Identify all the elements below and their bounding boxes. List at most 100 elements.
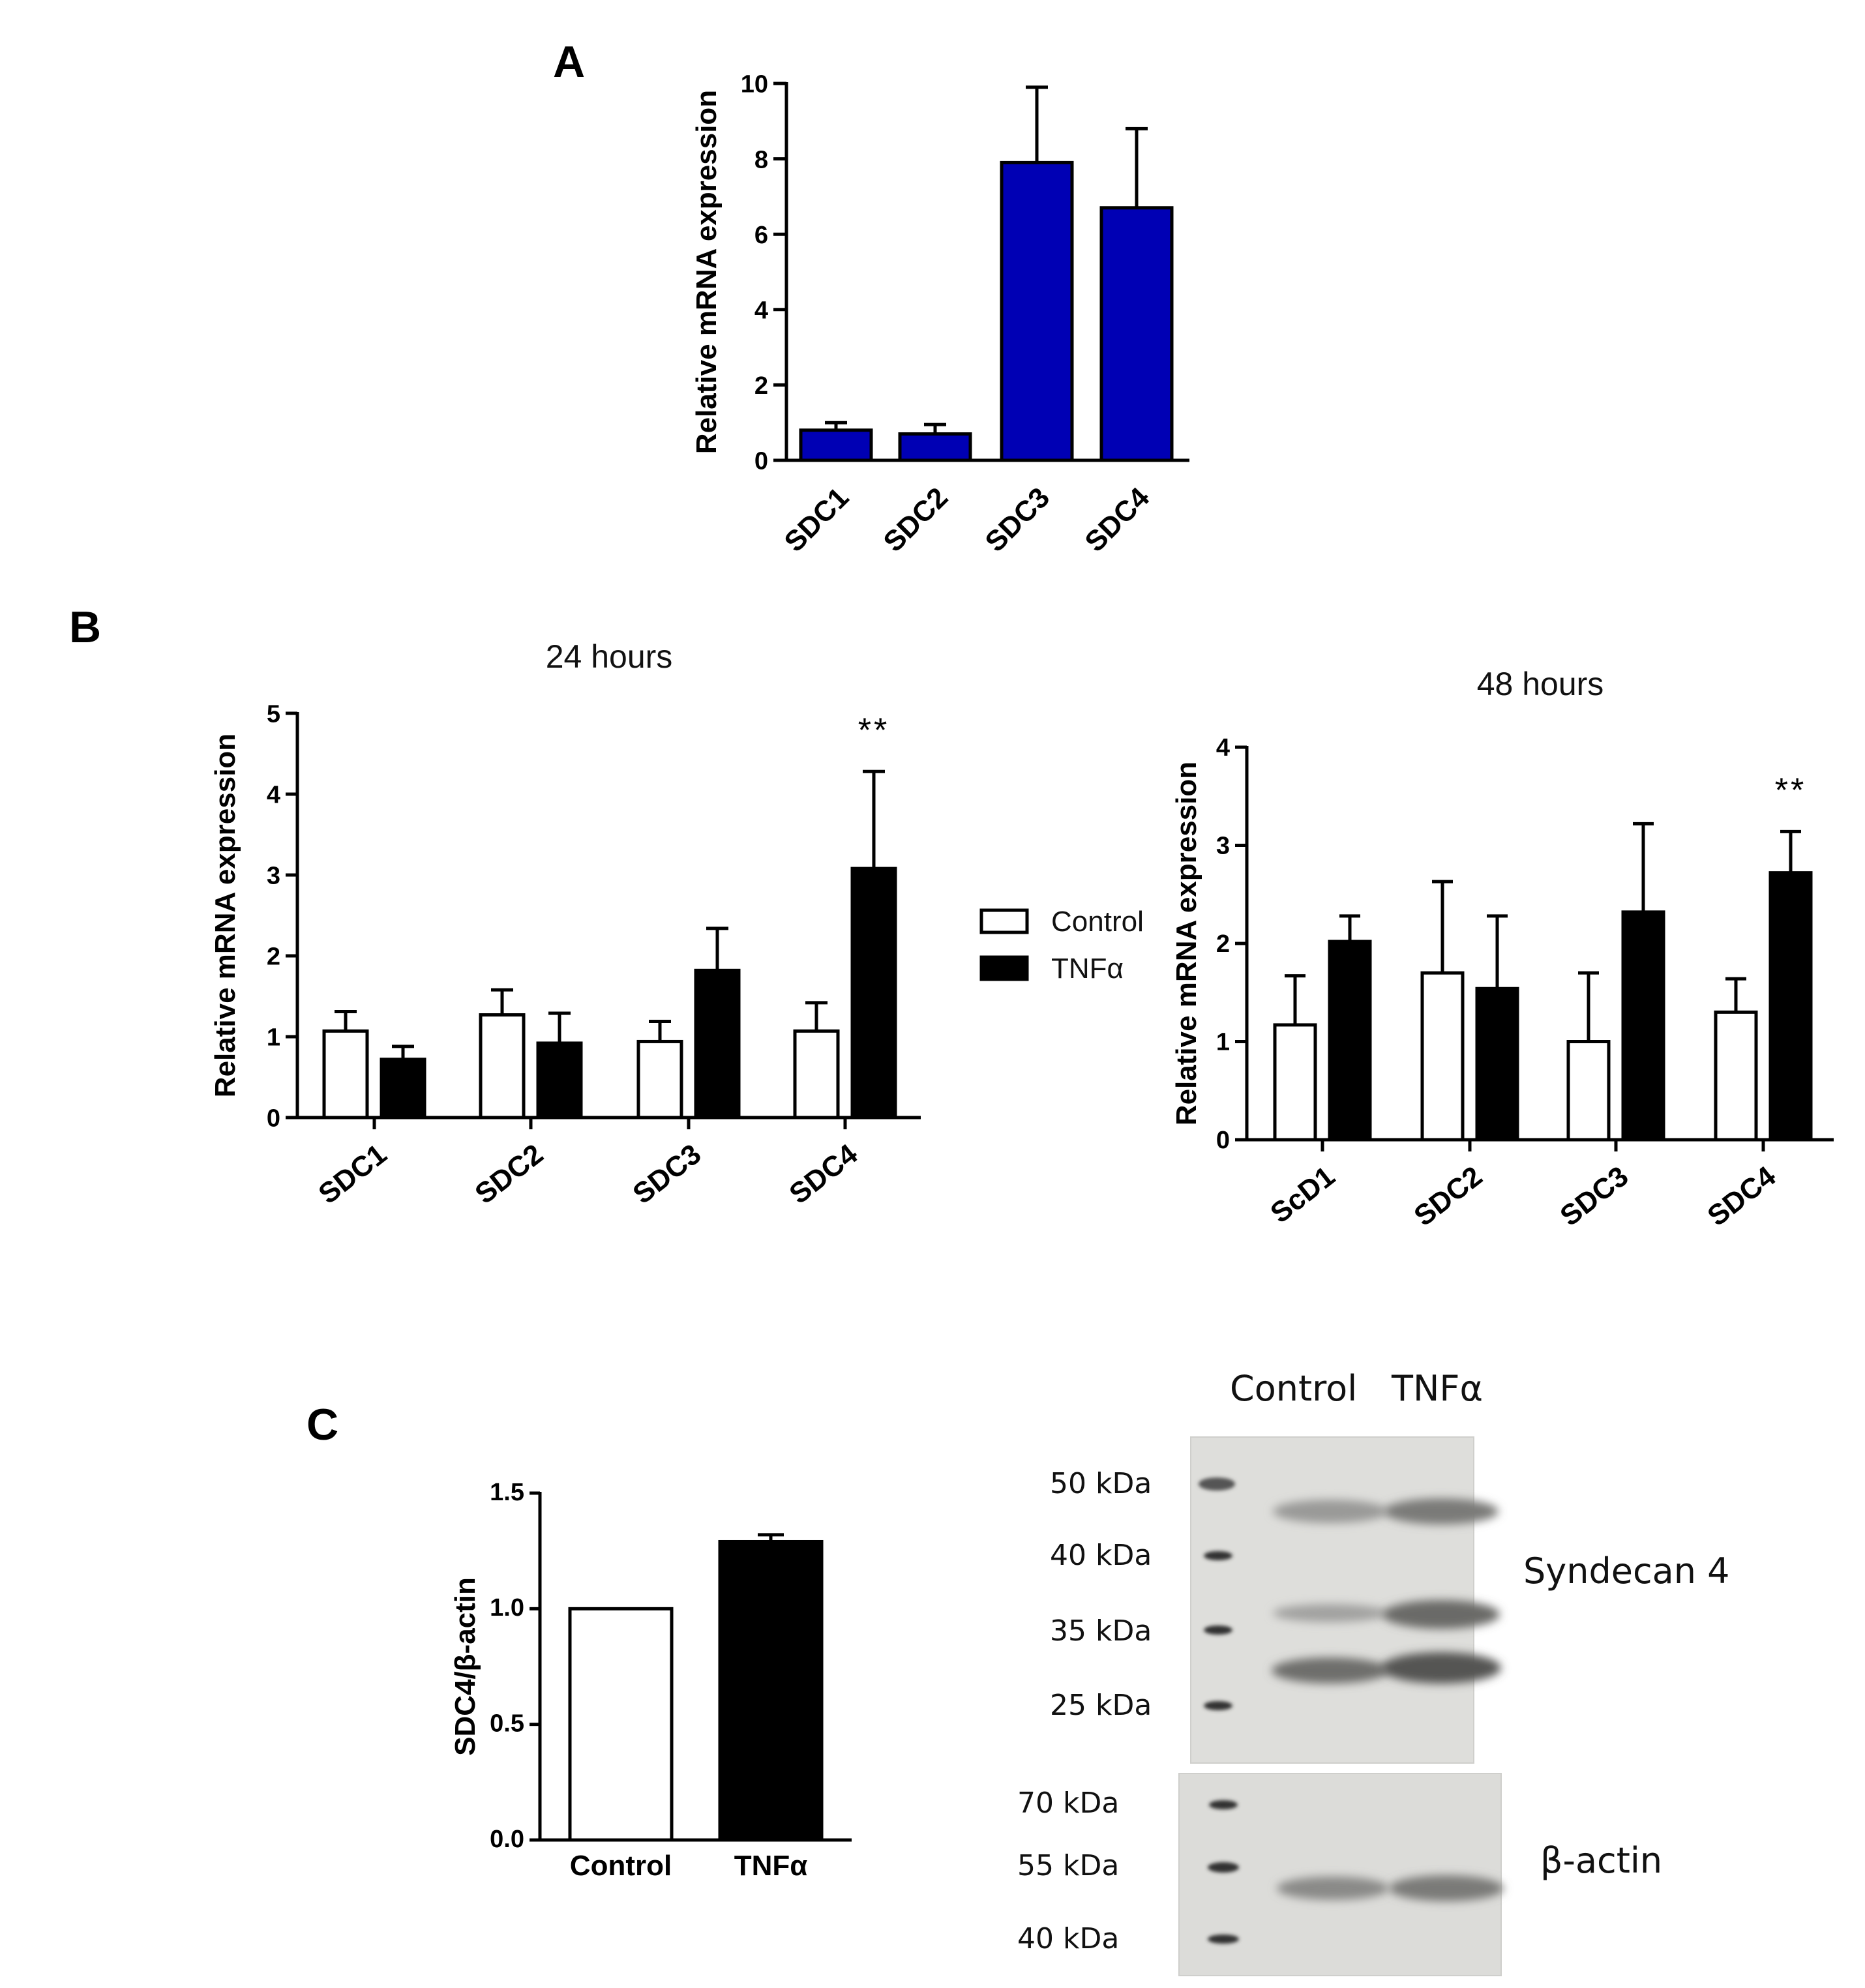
x-tick-label-sdc4: SDC4	[783, 1138, 863, 1210]
bar-control-scd1	[1273, 1023, 1317, 1142]
bar-tnfa-sdc1	[380, 1058, 426, 1120]
y-tick-label: 3	[267, 863, 280, 890]
ladder-band	[1209, 1800, 1238, 1809]
bar-sdc4-actin-tnfa	[718, 1539, 824, 1842]
band-tnfa-middle	[1382, 1600, 1500, 1629]
ladder-band	[1204, 1701, 1232, 1710]
band-control-upper	[1273, 1500, 1388, 1523]
band-tnfa-lower	[1381, 1652, 1501, 1684]
y-tick-label: 3	[1216, 832, 1230, 859]
x-tick-label-sdc3: SDC3	[979, 481, 1056, 558]
y-tick-label: 4	[267, 782, 280, 809]
y-tick-label: 8	[754, 146, 768, 173]
y-tick-label: 10	[741, 71, 768, 98]
bar-control-sdc3	[1566, 1040, 1611, 1142]
significance-annotation: **	[858, 711, 889, 749]
y-axis-title: SDC4/β-actin	[449, 1577, 481, 1756]
marker-50kda: 50 kDa	[1050, 1467, 1152, 1500]
y-tick-label: 0.5	[490, 1710, 524, 1737]
ladder-band	[1199, 1477, 1235, 1491]
y-tick-label: 5	[267, 701, 280, 728]
bar-tnfa-sdc4	[850, 867, 897, 1120]
legend: Control TNFα	[979, 906, 1144, 985]
blot-name-syndecan4: Syndecan 4	[1523, 1550, 1730, 1592]
y-tick-label: 4	[1216, 734, 1230, 762]
y-axis-title: Relative mRNA expression	[691, 90, 723, 454]
blot-lane-label-tnfa: TNFα	[1391, 1368, 1483, 1409]
legend-label-tnfa: TNFα	[1051, 953, 1124, 985]
y-tick-label: 2	[754, 372, 768, 400]
x-tick-label-sdc1: SDC1	[312, 1138, 393, 1210]
chart-c: 0.0 0.5 1.0 1.5 SDC4/β-actin Control TNFα	[449, 1479, 852, 1882]
blot-lane-label-control: Control	[1230, 1368, 1357, 1409]
bar-tnfa-sdc4	[1768, 871, 1813, 1142]
x-tick-label-tnfa: TNFα	[734, 1850, 808, 1882]
blot-membrane-beta-actin	[1178, 1773, 1504, 1976]
panel-label-a: A	[553, 37, 585, 87]
bar-control-sdc3	[636, 1039, 683, 1120]
bar-expression-sdc4	[1099, 206, 1174, 462]
y-tick-label: 6	[754, 222, 768, 249]
band-control-lower	[1272, 1657, 1389, 1684]
bar-sdc4-actin-control	[568, 1607, 674, 1842]
y-tick-label: 0	[754, 448, 768, 475]
bar-expression-sdc1	[799, 428, 873, 462]
y-tick-label: 0	[267, 1105, 280, 1133]
marker-40kda-upper: 40 kDa	[1050, 1539, 1152, 1572]
marker-70kda: 70 kDa	[1017, 1787, 1119, 1820]
bar-tnfa-sdc3	[1621, 910, 1665, 1142]
chart-title: 24 hours	[546, 638, 673, 675]
significance-annotation: **	[1775, 771, 1806, 809]
band-control-middle	[1273, 1604, 1388, 1622]
x-tick-label-sdc4: SDC4	[1701, 1160, 1782, 1232]
bar-expression-sdc2	[898, 432, 972, 462]
y-tick-label: 1.0	[490, 1594, 524, 1622]
chart-b-24-hours: 0 1 2 3 4 5 Relative mRNA expression 24 hours SD…	[209, 638, 921, 1210]
bar-tnfa-scd1	[1328, 940, 1372, 1142]
bar-control-sdc4	[1714, 1010, 1758, 1142]
x-tick-label-scd1: ScD1	[1264, 1160, 1341, 1229]
bar-control-sdc4	[793, 1029, 840, 1120]
western-blot: Control TNFα 50 kDa 40 kDa 35 kDa 25 kDa…	[1017, 1368, 1730, 1976]
y-tick-label: 2	[1216, 930, 1230, 958]
bar-tnfa-sdc3	[694, 968, 741, 1120]
ladder-band	[1208, 1862, 1239, 1873]
x-tick-label-sdc2: SDC2	[469, 1138, 549, 1210]
marker-35kda: 35 kDa	[1050, 1614, 1152, 1648]
x-tick-label-sdc3: SDC3	[627, 1138, 707, 1210]
legend-swatch-control	[979, 908, 1029, 934]
bar-tnfa-sdc2	[536, 1041, 583, 1120]
y-tick-label: 0.0	[490, 1826, 524, 1853]
chart-b-48-hours: 0 1 2 3 4 Relative mRNA expression 48 hours ScD…	[1171, 666, 1834, 1232]
chart-title: 48 hours	[1477, 666, 1604, 702]
legend-swatch-tnfa	[979, 955, 1029, 981]
y-tick-label: 1.5	[490, 1479, 524, 1506]
band-tnfa-upper	[1384, 1498, 1499, 1524]
x-tick-label-sdc2: SDC2	[877, 481, 954, 558]
y-tick-label: 1	[1216, 1028, 1230, 1056]
panel-label-b: B	[69, 602, 101, 652]
bar-expression-sdc3	[1000, 160, 1074, 462]
band-control-actin	[1277, 1877, 1389, 1900]
y-axis-title: Relative mRNA expression	[1171, 762, 1202, 1125]
ladder-band	[1204, 1551, 1232, 1560]
bar-control-sdc1	[322, 1029, 369, 1120]
y-tick-label: 4	[754, 297, 768, 324]
ladder-band	[1204, 1625, 1232, 1635]
x-tick-label-sdc4: SDC4	[1079, 481, 1156, 558]
x-tick-label-sdc2: SDC2	[1408, 1160, 1488, 1232]
blot-name-beta-actin: β-actin	[1540, 1840, 1662, 1881]
band-tnfa-actin	[1389, 1875, 1504, 1901]
x-tick-label-sdc1: SDC1	[778, 481, 855, 558]
bar-tnfa-sdc2	[1475, 987, 1519, 1142]
marker-25kda: 25 kDa	[1050, 1689, 1152, 1722]
x-tick-label-sdc3: SDC3	[1554, 1160, 1634, 1232]
bar-control-sdc2	[479, 1013, 526, 1120]
blot-membrane-syndecan4	[1190, 1436, 1501, 1764]
legend-label-control: Control	[1051, 906, 1144, 938]
bar-control-sdc2	[1420, 971, 1465, 1142]
y-tick-label: 1	[267, 1024, 280, 1052]
y-axis-title: Relative mRNA expression	[209, 734, 241, 1097]
chart-a: 0 2 4 6 8 10 Relative mRNA expression SDC1 SDC2 S…	[691, 71, 1189, 558]
